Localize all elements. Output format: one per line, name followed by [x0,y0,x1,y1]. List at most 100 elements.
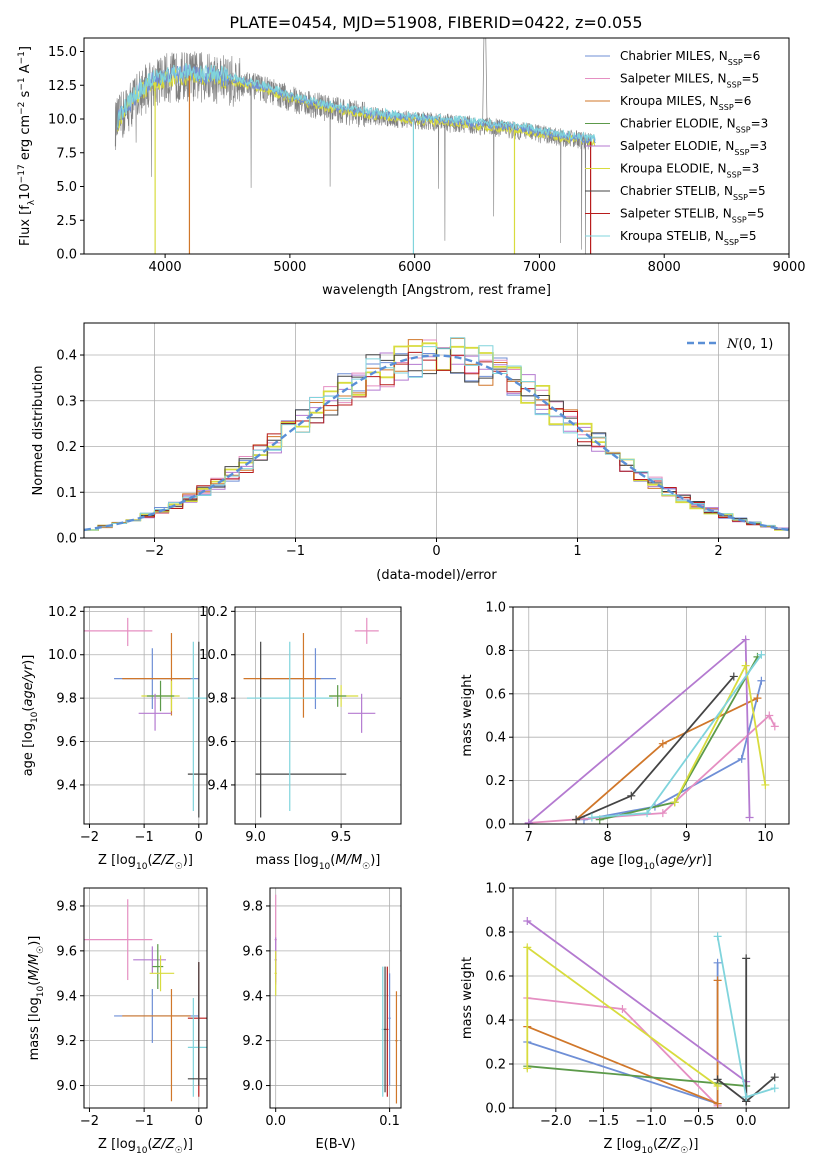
massweight-vs-Z-axes: −2.0 −1.5 −1.0 −0.5 0.0 0.0 0.2 0.4 0.6 0.8 1.0 Z [… [460,882,790,1156]
legend-label-count: =5 [747,207,765,221]
y-tick-label: 0.0 [485,818,506,833]
weight-Z-marker [523,917,532,925]
y-axis-label-part: Flux [f [18,205,33,246]
y-tick-label: 9.0 [56,1079,77,1094]
spectrum-data-line [114,51,592,254]
weight-age-marker [643,809,652,818]
x-tick-label: 9000 [772,260,805,275]
x-axis-label-part: 10 [136,1146,148,1156]
weight-age-marker [741,635,750,644]
mass-vs-Z-plot-area [84,899,207,1102]
weight-age-marker [761,780,770,789]
x-axis-label-part: 10 [641,1146,653,1156]
mass-vs-EBV-frame [269,887,402,1109]
x-axis-label-part: E(B-V) [315,1137,355,1152]
weight-age-marker [745,813,754,822]
x-tick-label: 2 [714,544,722,559]
weight-age-marker [741,661,750,670]
age-vs-mass-axes: 9.0 9.5 9.4 9.6 9.8 10.0 10.2 mass [log10(M/M☉)… [199,605,402,872]
y-axis-label-part: )] [27,936,42,946]
y-tick-label: 0.4 [485,1014,506,1029]
y-axis-label: age [log10(age/yr)] [21,655,40,777]
y-axis-label-part: 10 [30,711,40,723]
legend-label-name: Salpeter STELIB, N [620,207,732,221]
x-tick-label: 7 [525,830,533,845]
y-tick-label: 9.2 [56,1034,77,1049]
x-axis-label-part: age [log [590,853,643,868]
spectrum-frame [83,37,790,255]
x-tick-label: 8000 [648,260,681,275]
y-tick-label: 10.2 [48,605,77,620]
legend-label-name: Salpeter ELODIE, N [620,139,734,153]
y-tick-label: 0.2 [485,774,506,789]
x-axis-label: Z [log10(Z/Z☉)] [98,853,193,872]
x-axis-label-part: ☉ [175,862,183,872]
y-tick-label: 9.4 [207,778,228,793]
legend-label-sub: SSP [734,148,749,157]
y-axis-label: Flux [fλ10−17 erg cm−2 s−1 A−1] [17,46,37,246]
legend-label-name: Kroupa STELIB, N [620,229,724,243]
weight-age-marker [757,650,766,659]
x-tick-label: 0 [195,1114,203,1129]
weight-age-series-line [528,637,751,824]
x-axis-label: Z [log10(Z/Z☉)] [604,1137,699,1156]
weight-Z-marker [742,954,751,963]
x-tick-label: 5000 [273,260,306,275]
weight-Z-marker [713,932,722,941]
y-axis-label-part: −2 [17,102,27,115]
x-tick-label: −1.0 [635,1114,667,1129]
legend-label-count: =3 [749,139,767,153]
weight-age-marker [627,791,636,800]
legend-label: Kroupa STELIB, NSSP=5 [620,229,757,247]
y-axis-label-part: ( [27,981,42,986]
y-axis-label-part: −1 [17,51,27,64]
legend-label-sub: SSP [733,193,748,202]
weight-age-marker [587,813,596,822]
x-axis-label-part: )] [183,853,193,868]
x-tick-label: −1 [135,1114,154,1129]
x-axis-label-part: Z [log [604,1137,642,1152]
gaussian-legend-symbol: N [726,337,739,352]
y-axis-label-part: )] [21,655,36,665]
weight-age-marker [524,818,533,824]
y-axis-label-part: 10 [36,985,46,997]
mass-vs-EBV-axes: 0.0 0.1 9.0 9.2 9.4 9.6 9.8 E(B-V) [242,887,402,1152]
histogram-step-line [84,337,789,531]
residual-histogram-axes: −2 −1 0 1 2 0.0 0.1 0.2 0.3 0.4 N(0, 1) (data-model… [31,322,790,583]
y-tick-label: 0.0 [56,248,77,263]
x-tick-label: 9.5 [331,830,352,845]
y-axis-label-part: mass weight [460,957,475,1039]
x-axis-label-part: ( [330,853,335,868]
massweight-vs-Z-plot-area [523,917,779,1108]
y-tick-label: 0.0 [485,1102,506,1117]
histogram-step-line [84,351,789,531]
y-axis-label-part: ☉ [36,946,46,954]
legend-label: Chabrier STELIB, NSSP=5 [620,184,766,202]
y-axis-label-part: s [18,90,33,101]
spectrum-plot-area [114,38,596,254]
x-axis-label-part: Z/Z [152,853,176,868]
x-tick-label: 6000 [398,260,431,275]
x-axis-label-part: ( [147,1137,152,1152]
x-axis-label-part: mass [log [256,853,319,868]
legend-label-sub: SSP [728,58,743,67]
y-tick-label: 2.5 [56,214,77,229]
legend-label: Kroupa ELODIE, NSSP=3 [620,162,759,180]
legend-label-count: =3 [742,162,760,176]
x-tick-label: −0.5 [683,1114,715,1129]
legend-label: Salpeter STELIB, NSSP=5 [620,207,764,225]
x-tick-label: −2.0 [540,1114,572,1129]
y-axis-label-part: age/yr [21,663,36,706]
legend-label-sub: SSP [727,80,742,89]
legend-label-count: =5 [739,229,757,243]
age-vs-mass-plot-area [243,617,379,818]
weight-Z-marker [770,1084,779,1093]
y-tick-label: 9.8 [56,692,77,707]
y-tick-label: 9.6 [207,735,228,750]
y-tick-label: 9.6 [242,944,263,959]
gaussian-legend-params: (0, 1) [738,337,773,352]
massweight-vs-age-plot-area [524,635,779,824]
x-axis-label: E(B-V) [315,1137,355,1152]
age-vs-mass-frame [234,606,402,825]
